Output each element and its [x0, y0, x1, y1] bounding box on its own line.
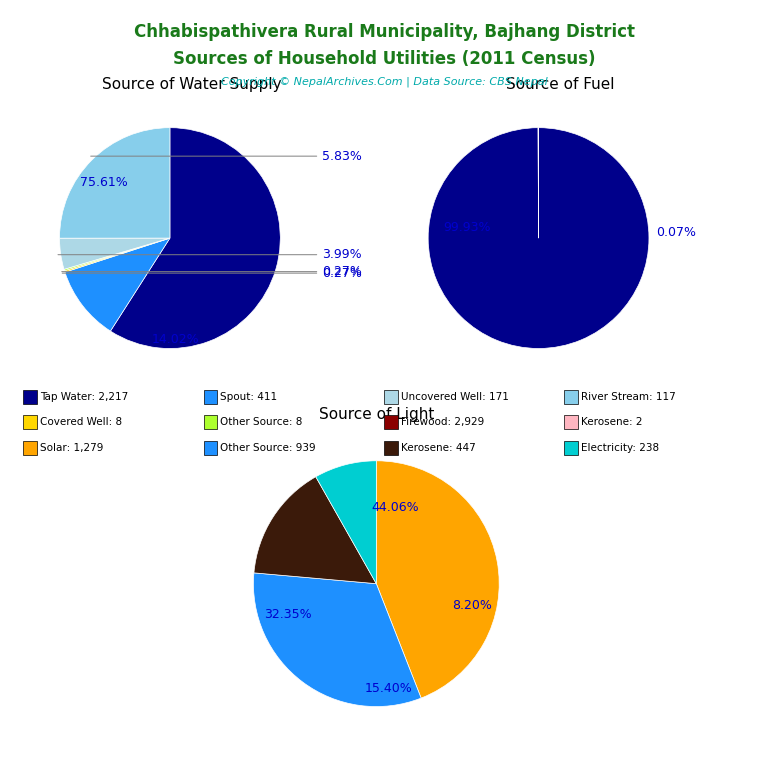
Text: 99.93%: 99.93%	[443, 220, 491, 233]
Wedge shape	[253, 573, 421, 707]
Text: 75.61%: 75.61%	[80, 177, 127, 190]
Text: Spout: 411: Spout: 411	[220, 392, 277, 402]
Text: River Stream: 117: River Stream: 117	[581, 392, 676, 402]
Text: 8.20%: 8.20%	[452, 599, 492, 612]
Title: Source of Fuel: Source of Fuel	[506, 77, 615, 92]
Text: Sources of Household Utilities (2011 Census): Sources of Household Utilities (2011 Cen…	[173, 50, 595, 68]
Wedge shape	[65, 238, 170, 272]
Text: Solar: 1,279: Solar: 1,279	[40, 442, 104, 453]
Text: 14.02%: 14.02%	[151, 333, 199, 346]
Wedge shape	[60, 127, 170, 238]
Wedge shape	[376, 461, 499, 698]
Text: 3.99%: 3.99%	[58, 248, 362, 261]
Text: Uncovered Well: 171: Uncovered Well: 171	[401, 392, 508, 402]
Text: Chhabispathivera Rural Municipality, Bajhang District: Chhabispathivera Rural Municipality, Baj…	[134, 23, 634, 41]
Title: Source of Light: Source of Light	[319, 407, 434, 422]
Wedge shape	[429, 127, 649, 349]
Text: 5.83%: 5.83%	[91, 150, 362, 163]
Text: Kerosene: 447: Kerosene: 447	[401, 442, 475, 453]
Wedge shape	[60, 238, 170, 270]
Text: Electricity: 238: Electricity: 238	[581, 442, 660, 453]
Text: Tap Water: 2,217: Tap Water: 2,217	[40, 392, 128, 402]
Wedge shape	[254, 477, 376, 584]
Text: 32.35%: 32.35%	[264, 608, 312, 621]
Text: 0.27%: 0.27%	[61, 265, 362, 278]
Title: Source of Water Supply: Source of Water Supply	[102, 77, 282, 92]
Wedge shape	[64, 238, 170, 271]
Text: Other Source: 8: Other Source: 8	[220, 417, 303, 428]
Text: 0.07%: 0.07%	[657, 226, 697, 239]
Text: 15.40%: 15.40%	[365, 682, 412, 694]
Text: Other Source: 939: Other Source: 939	[220, 442, 316, 453]
Text: 0.27%: 0.27%	[62, 266, 362, 280]
Text: Covered Well: 8: Covered Well: 8	[40, 417, 122, 428]
Text: 44.06%: 44.06%	[371, 501, 419, 514]
Text: Copyright © NepalArchives.Com | Data Source: CBS Nepal: Copyright © NepalArchives.Com | Data Sou…	[220, 77, 548, 88]
Text: Kerosene: 2: Kerosene: 2	[581, 417, 643, 428]
Wedge shape	[316, 461, 376, 584]
Wedge shape	[65, 238, 170, 331]
Wedge shape	[111, 127, 280, 349]
Text: Firewood: 2,929: Firewood: 2,929	[401, 417, 484, 428]
